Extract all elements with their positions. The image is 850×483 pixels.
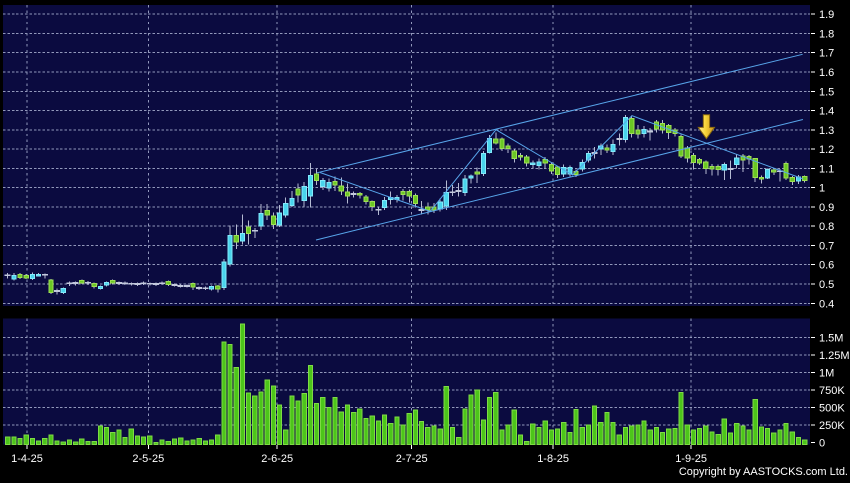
svg-text:0.4: 0.4: [819, 298, 834, 310]
svg-text:2-6-25: 2-6-25: [261, 453, 293, 465]
svg-text:2-7-25: 2-7-25: [396, 453, 428, 465]
svg-text:0.8: 0.8: [819, 221, 834, 233]
svg-text:1-4-25: 1-4-25: [11, 453, 43, 465]
svg-text:1.4: 1.4: [819, 106, 834, 118]
svg-text:0.6: 0.6: [819, 260, 834, 272]
svg-text:1.5M: 1.5M: [819, 332, 843, 344]
svg-text:0.9: 0.9: [819, 202, 834, 214]
svg-text:1.6: 1.6: [819, 67, 834, 79]
svg-text:500K: 500K: [819, 403, 845, 415]
svg-text:0: 0: [819, 438, 825, 450]
svg-text:2-5-25: 2-5-25: [132, 453, 164, 465]
svg-text:1: 1: [819, 183, 825, 195]
svg-text:250K: 250K: [819, 420, 845, 432]
svg-text:Copyright by AASTOCKS.com Ltd.: Copyright by AASTOCKS.com Ltd.: [679, 466, 848, 478]
svg-text:750K: 750K: [819, 385, 845, 397]
svg-text:1M: 1M: [819, 367, 834, 379]
svg-text:1.9: 1.9: [819, 9, 834, 21]
svg-text:1.8: 1.8: [819, 29, 834, 41]
svg-text:1-9-25: 1-9-25: [675, 453, 707, 465]
svg-text:1.5: 1.5: [819, 86, 834, 98]
svg-text:1-8-25: 1-8-25: [537, 453, 569, 465]
svg-text:1.1: 1.1: [819, 163, 834, 175]
svg-text:1.3: 1.3: [819, 125, 834, 137]
svg-text:1.25M: 1.25M: [819, 350, 850, 362]
svg-text:1.7: 1.7: [819, 48, 834, 60]
svg-text:0.5: 0.5: [819, 279, 834, 291]
svg-text:0.7: 0.7: [819, 241, 834, 253]
svg-text:1.2: 1.2: [819, 144, 834, 156]
